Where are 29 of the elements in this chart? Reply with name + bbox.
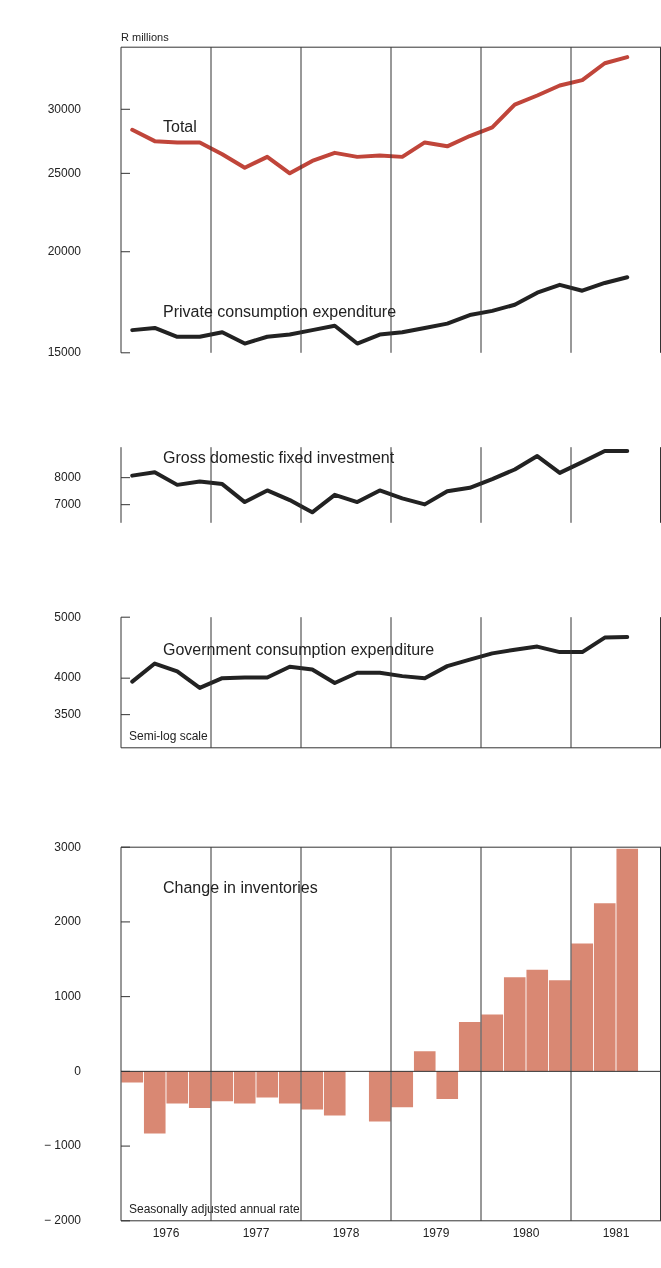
annotation: Seasonally adjusted annual rate <box>129 1201 301 1216</box>
y-tick-label: 25000 <box>47 165 82 180</box>
x-tick-label: 1977 <box>242 1226 270 1241</box>
y-axis-title: R millions <box>121 31 170 44</box>
series-label: Private consumption expenditure <box>163 302 397 320</box>
series-label: Government consumption expenditure <box>163 640 435 658</box>
y-tick-label: 2000 <box>54 914 82 929</box>
series-label: Gross domestic fixed investment <box>163 449 395 467</box>
annotation: Semi-log scale <box>129 728 209 743</box>
series-label: Total <box>163 118 197 136</box>
y-tick-label: 8000 <box>54 469 82 484</box>
y-tick-label: 15000 <box>47 345 82 360</box>
y-tick-label: 3500 <box>54 706 82 721</box>
x-tick-label: 1976 <box>152 1226 180 1241</box>
x-tick-label: 1978 <box>332 1226 360 1241</box>
y-tick-label: 20000 <box>47 244 82 259</box>
text: Change in inventories <box>163 879 318 897</box>
y-tick-label: 4000 <box>54 670 82 685</box>
x-tick-label: 1980 <box>512 1226 540 1241</box>
y-tick-label: 7000 <box>54 496 82 511</box>
y-tick-label: 3000 <box>54 839 82 854</box>
x-tick-label: 1981 <box>602 1226 630 1241</box>
y-tick-label: − 2000 <box>43 1213 82 1228</box>
x-tick-label: 1979 <box>422 1226 450 1241</box>
y-tick-label: 1000 <box>54 988 82 1003</box>
y-tick-label: 5000 <box>54 609 82 624</box>
y-tick-label: − 1000 <box>43 1138 82 1153</box>
y-tick-label: 30000 <box>47 101 82 116</box>
y-tick-label: 0 <box>74 1063 82 1078</box>
